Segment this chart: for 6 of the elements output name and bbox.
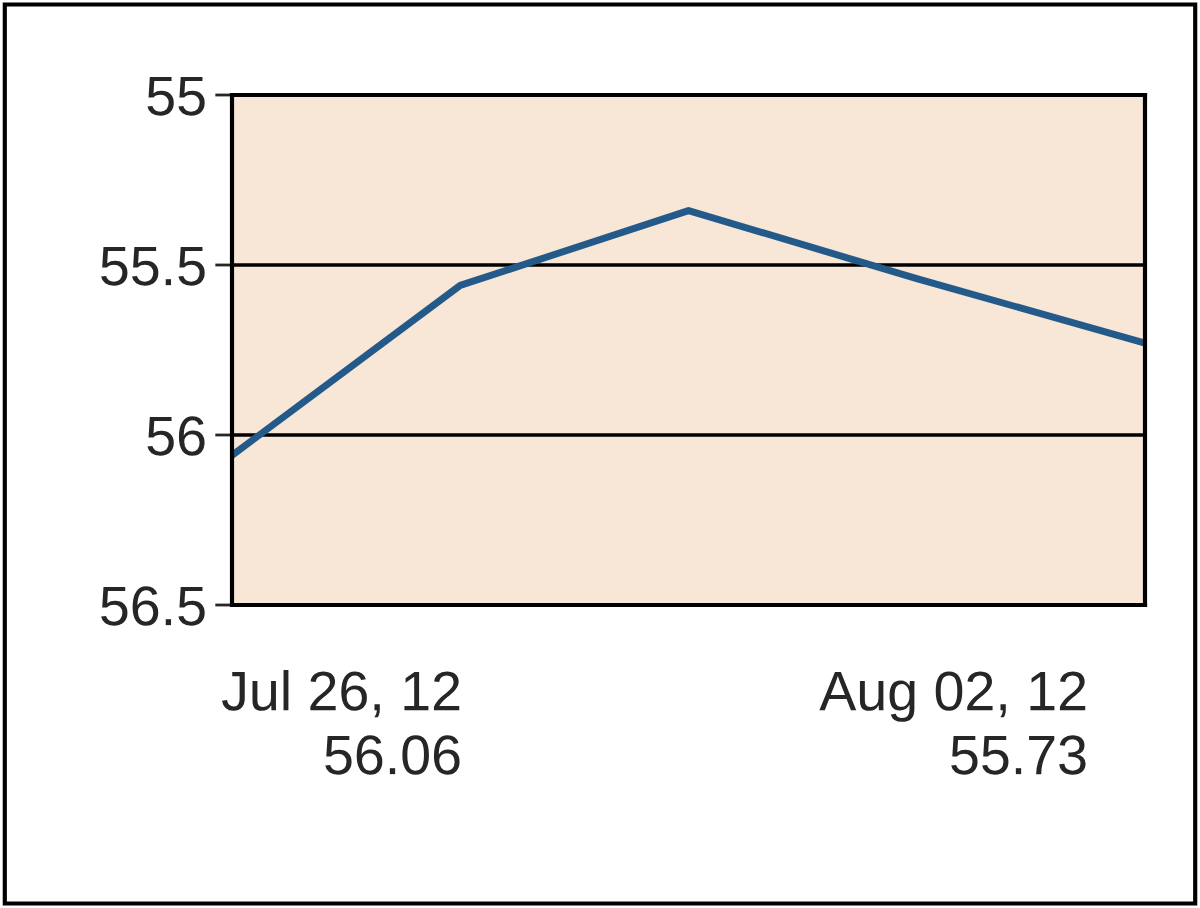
y-tick-label: 56 [147,416,205,456]
y-tick-label: 56.5 [101,586,205,626]
text: Jul 26, 12 56.06 [221,670,460,775]
y-tick-label: 55 [147,76,205,116]
text: Aug 02, 12 55.73 [819,671,1086,775]
y-tick-label: 55.5 [101,246,205,286]
